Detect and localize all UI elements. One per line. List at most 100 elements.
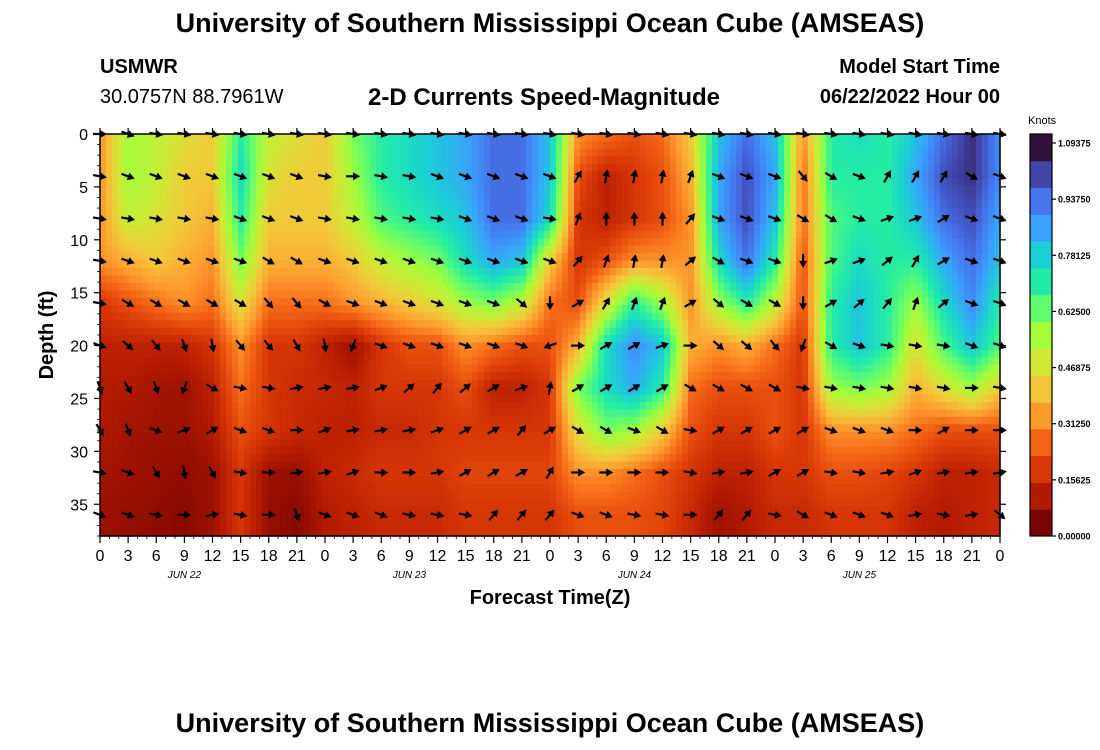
heat-cell (526, 156, 533, 165)
heat-cell (136, 372, 143, 381)
heat-cell (130, 305, 137, 314)
heat-cell (598, 148, 605, 157)
heat-cell (826, 268, 833, 277)
heat-cell (850, 230, 857, 239)
heat-cell (550, 230, 557, 239)
heat-cell (754, 327, 761, 336)
heat-cell (610, 230, 617, 239)
heat-cell (934, 141, 941, 150)
heat-cell (298, 193, 305, 202)
heat-cell (508, 186, 515, 195)
heat-cell (880, 268, 887, 277)
heat-cell (178, 163, 185, 172)
heat-cell (586, 186, 593, 195)
heat-cell (526, 297, 533, 306)
heat-cell (478, 305, 485, 314)
heat-cell (298, 156, 305, 165)
heat-cell (922, 245, 929, 254)
heat-cell (256, 245, 263, 254)
heat-cell (238, 201, 245, 210)
heat-cell (238, 141, 245, 150)
currents-chart: 0 3 6 9 12 15 18 21 0 3 6 9 12 15 18 21 0 3 6 9 12 15 18 21 0 3 6 9… (36, 115, 1091, 609)
heat-cell (184, 275, 191, 284)
heat-cell (634, 312, 641, 321)
heat-cell (106, 379, 113, 388)
heat-cell (346, 230, 353, 239)
heat-cell (112, 156, 119, 165)
heat-cell (532, 349, 539, 358)
heat-cell (598, 305, 605, 314)
heat-cell (352, 134, 359, 143)
heat-cell (718, 260, 725, 269)
heat-cell (904, 223, 911, 232)
heat-cell (922, 320, 929, 329)
heat-cell (448, 320, 455, 329)
heat-cell (820, 305, 827, 314)
heat-cell (604, 268, 611, 277)
heat-cell (322, 268, 329, 277)
heat-cell (874, 178, 881, 187)
heat-cell (610, 349, 617, 358)
heat-cell (154, 357, 161, 366)
heat-cell (334, 208, 341, 217)
heat-cell (790, 186, 797, 195)
heat-cell (916, 275, 923, 284)
heat-cell (778, 364, 785, 373)
heat-cell (544, 163, 551, 172)
heat-cell (454, 312, 461, 321)
heat-cell (610, 148, 617, 157)
heat-cell (274, 134, 281, 143)
heat-cell (232, 379, 239, 388)
heat-cell (538, 305, 545, 314)
heat-cell (946, 156, 953, 165)
heat-cell (628, 208, 635, 217)
heat-cell (910, 230, 917, 239)
heat-cell (406, 335, 413, 344)
heat-cell (622, 335, 629, 344)
heat-cell (778, 245, 785, 254)
heat-cell (622, 163, 629, 172)
heat-cell (148, 253, 155, 262)
heat-cell (280, 186, 287, 195)
heat-cell (652, 364, 659, 373)
heat-cell (196, 349, 203, 358)
heat-cell (292, 372, 299, 381)
heat-cell (856, 268, 863, 277)
heat-cell (832, 312, 839, 321)
heat-cell (484, 201, 491, 210)
heat-cell (880, 305, 887, 314)
heat-cell (196, 305, 203, 314)
heat-cell (376, 134, 383, 143)
heat-cell (496, 171, 503, 180)
heat-cell (136, 305, 143, 314)
heat-cell (544, 312, 551, 321)
heat-cell (112, 171, 119, 180)
heat-cell (712, 349, 719, 358)
heat-cell (196, 297, 203, 306)
heat-cell (634, 275, 641, 284)
heat-cell (412, 178, 419, 187)
heat-cell (976, 148, 983, 157)
heat-cell (550, 297, 557, 306)
heat-cell (922, 193, 929, 202)
heat-cell (328, 275, 335, 284)
heat-cell (370, 178, 377, 187)
heat-cell (424, 312, 431, 321)
heat-cell (718, 163, 725, 172)
heat-cell (802, 305, 809, 314)
heat-cell (820, 327, 827, 336)
heat-cell (166, 305, 173, 314)
heat-cell (928, 193, 935, 202)
heat-cell (790, 245, 797, 254)
heat-cell (412, 171, 419, 180)
heat-cell (322, 223, 329, 232)
heat-cell (550, 364, 557, 373)
heat-cell (868, 193, 875, 202)
heat-cell (112, 357, 119, 366)
heat-cell (796, 215, 803, 224)
heat-cell (490, 230, 497, 239)
heat-cell (838, 134, 845, 143)
heat-cell (700, 223, 707, 232)
heat-cell (706, 208, 713, 217)
heat-cell (358, 342, 365, 351)
